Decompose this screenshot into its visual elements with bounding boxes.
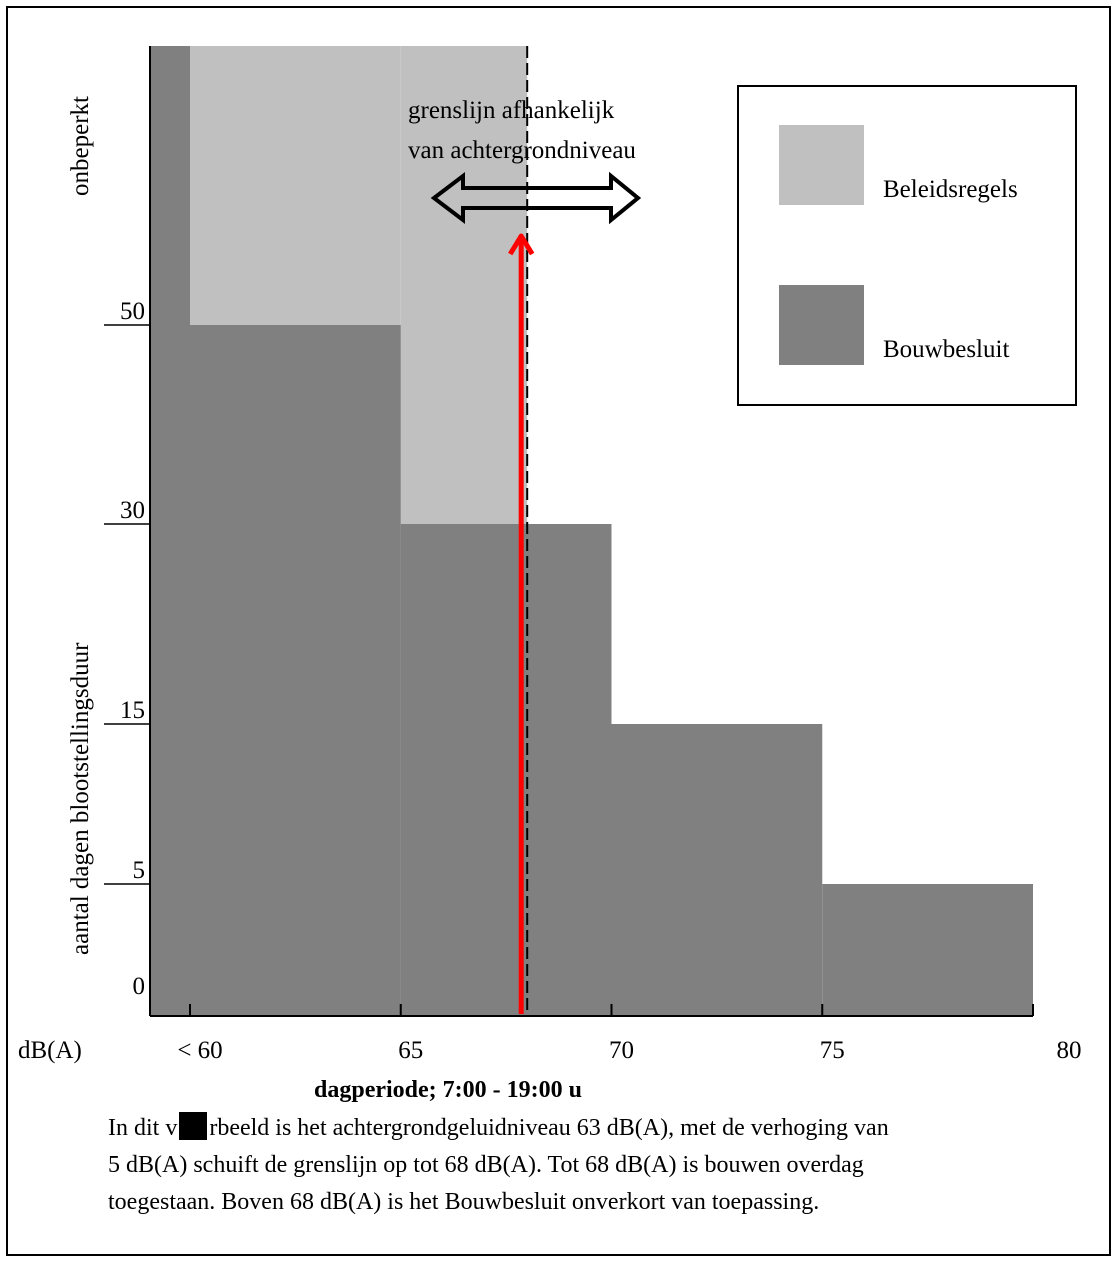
double-arrow-icon [430, 171, 642, 225]
annotation-line-2: van achtergrondniveau [408, 137, 636, 164]
red-arrow [508, 233, 535, 1014]
caption-line-1-start: In dit v [108, 1115, 178, 1141]
x-tick-label: 80 [1057, 1037, 1082, 1064]
y-tick-label: 0 [133, 973, 146, 1000]
caption-line-3: toegestaan. Boven 68 dB(A) is het Bouwbe… [108, 1189, 820, 1215]
y-ticks: 0 5 15 30 50 [104, 298, 150, 1000]
step-chart: 0 5 15 30 50 < 60 65 70 75 80 aantal dagen bloot… [18, 46, 1082, 1103]
area-step-bouwbesluit-1 [190, 325, 401, 1016]
x-tick-label: 65 [398, 1037, 423, 1064]
area-step-bouwbesluit-0 [150, 46, 190, 1016]
redaction-block [179, 1112, 208, 1140]
x-axis-title: dagperiode; 7:00 - 19:00 u [314, 1077, 582, 1103]
area-step-bouwbesluit-4 [822, 884, 1033, 1016]
red-arrow-head [508, 233, 535, 256]
legend: Beleidsregels Bouwbesluit [737, 85, 1077, 406]
y-tick-label: 15 [120, 697, 145, 724]
legend-swatch-bouwbesluit [779, 285, 864, 365]
y-tick-label: 5 [133, 857, 146, 884]
x-tick-label: 75 [820, 1037, 845, 1064]
caption: In dit v rbeeld is het achtergrondgeluidn… [108, 1110, 1108, 1221]
legend-label-beleidsregels: Beleidsregels [883, 176, 1018, 203]
y-top-label: onbeperkt [67, 96, 94, 196]
caption-line-1-end: rbeeld is het achtergrondgeluidniveau 63… [209, 1115, 889, 1141]
x-tick-label: < 60 [177, 1037, 222, 1064]
y-tick-label: 50 [120, 298, 145, 325]
caption-line-1: In dit v rbeeld is het achtergrondgeluidn… [108, 1110, 1108, 1147]
legend-swatch-beleidsregels [779, 125, 864, 205]
x-ticks: < 60 65 70 75 80 [177, 1004, 1082, 1064]
legend-label-bouwbesluit: Bouwbesluit [883, 336, 1009, 363]
y-axis-title: aantal dagen blootstellingsduur [67, 642, 94, 955]
x-unit-label: dB(A) [18, 1037, 82, 1064]
figure-frame [6, 6, 1111, 1256]
y-tick-label: 30 [120, 497, 145, 524]
area-step-bouwbesluit-2 [400, 524, 612, 1016]
x-tick-label: 70 [609, 1037, 634, 1064]
annotation-line-1: grenslijn afhankelijk [408, 97, 615, 124]
caption-line-2: 5 dB(A) schuift de grenslijn op tot 68 d… [108, 1152, 864, 1178]
area-step-bouwbesluit-3 [611, 724, 823, 1016]
